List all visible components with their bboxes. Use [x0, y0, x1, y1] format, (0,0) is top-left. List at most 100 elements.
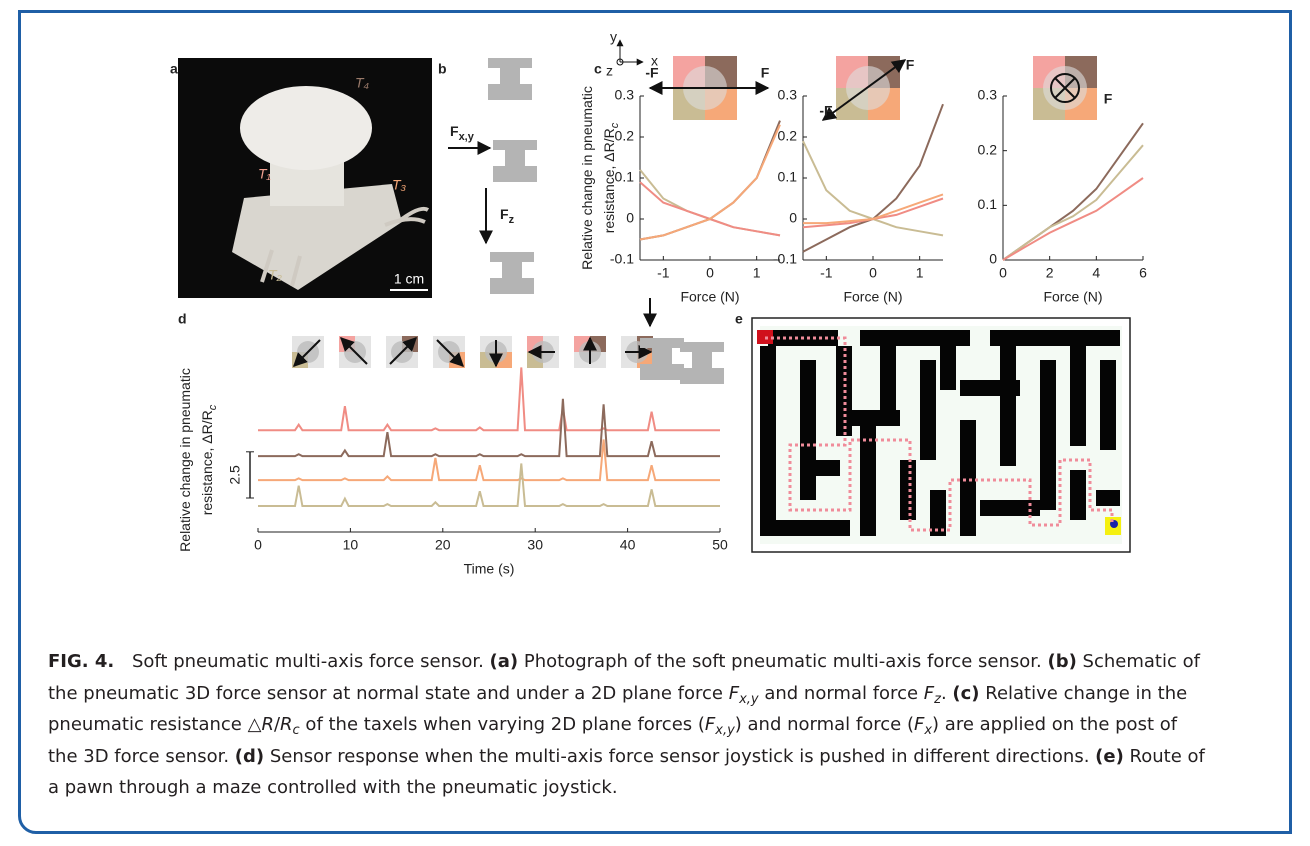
x-tick-label: 20 — [435, 537, 451, 553]
caption-run: F — [729, 683, 739, 704]
maze-wall — [880, 346, 896, 416]
y-tick-label: 0.3 — [978, 87, 998, 103]
force-label: Fx,y — [450, 123, 475, 143]
caption-run: z — [934, 692, 941, 707]
x-tick-label: 1 — [916, 265, 924, 281]
x-tick-label: -1 — [657, 265, 670, 281]
x-tick-label: 2 — [1046, 265, 1054, 281]
panel-label: d — [178, 311, 187, 327]
x-tick-label: 0 — [254, 537, 262, 553]
force-label: -F — [645, 65, 659, 81]
y-tick-label: 0.2 — [978, 141, 998, 157]
x-tick-label: 1 — [753, 265, 761, 281]
force-label: F — [906, 57, 915, 73]
coord-label: z — [606, 63, 613, 79]
scale-bar-label: 1 cm — [394, 271, 424, 287]
series-line — [640, 125, 780, 240]
caption-run: R — [261, 714, 274, 735]
x-tick-label: 30 — [527, 537, 543, 553]
y-tick-label: 0.1 — [778, 169, 798, 185]
caption-run: ) and normal force ( — [735, 714, 914, 735]
maze-wall — [940, 330, 956, 390]
y-tick-label: 0.2 — [778, 128, 798, 144]
force-label: F — [1104, 91, 1113, 107]
caption-run: of the taxels when varying 2D plane forc… — [300, 714, 705, 735]
maze-wall — [900, 460, 916, 520]
caption-run: Photograph of the soft pneumatic multi-a… — [518, 651, 1047, 672]
caption-run: (c) — [952, 683, 979, 704]
maze-wall — [800, 360, 816, 500]
series-line — [803, 194, 943, 223]
caption-run: F — [705, 714, 715, 735]
panel-label: c — [594, 61, 602, 77]
post-shear — [493, 140, 537, 182]
taxel-label: T₄ — [355, 75, 370, 91]
ylabel-text: resistance, ΔR/R — [199, 410, 215, 515]
series-line — [1003, 178, 1143, 260]
series-line — [640, 182, 780, 235]
post-normal — [488, 58, 532, 100]
y-tick-label: -0.1 — [773, 251, 797, 267]
series-line — [803, 141, 943, 235]
series-line — [640, 121, 780, 240]
force-label: -F — [819, 103, 833, 119]
panel-label: b — [438, 61, 447, 77]
ylabel-text: Relative change in pneumatic — [177, 368, 193, 552]
caption-run: F — [914, 714, 924, 735]
caption-run: c — [293, 723, 300, 738]
caption-run: . — [941, 683, 952, 704]
caption-run: Sensor response when the multi-axis forc… — [264, 746, 1095, 767]
y-tick-label: 0 — [989, 251, 997, 267]
x-tick-label: 6 — [1139, 265, 1147, 281]
y-tick-label: 0.3 — [778, 87, 798, 103]
maze-wall — [1070, 346, 1086, 446]
series-line — [803, 104, 943, 252]
scale-bar-label: 2.5 — [227, 465, 243, 485]
x-axis-label: Force (N) — [1043, 289, 1102, 305]
caption: FIG. 4. Soft pneumatic multi-axis force … — [48, 646, 1208, 804]
maze-wall — [860, 426, 876, 536]
series-line — [258, 399, 720, 456]
caption-run: Soft pneumatic multi-axis force sensor. — [126, 651, 489, 672]
x-axis-label: Force (N) — [680, 289, 739, 305]
panel-label: a — [170, 61, 178, 77]
x-tick-label: -1 — [820, 265, 833, 281]
caption-run: (e) — [1095, 746, 1124, 767]
maze-wall — [990, 330, 1120, 346]
caption-run: and normal force — [759, 683, 924, 704]
force-label: F — [761, 65, 770, 81]
y-tick-label: 0 — [789, 210, 797, 226]
maze-wall — [760, 346, 776, 536]
x-tick-label: 0 — [706, 265, 714, 281]
maze-wall — [1100, 360, 1116, 450]
maze-wall — [960, 420, 976, 536]
caption-run: F — [924, 683, 934, 704]
maze-wall — [1096, 490, 1120, 506]
caption-run: R — [280, 714, 293, 735]
maze-wall — [1070, 470, 1086, 520]
y-tick-label: 0.2 — [615, 128, 635, 144]
maze-wall — [980, 500, 1040, 516]
taxel-label: T₂ — [268, 267, 283, 283]
caption-run: (a) — [490, 651, 519, 672]
force-subscript: x,y — [459, 131, 475, 143]
sensor-cap — [240, 86, 372, 170]
y-axis-label: resistance, ΔR/Rc — [199, 404, 219, 515]
y-tick-label: 0.1 — [978, 196, 998, 212]
caption-run: x,y — [739, 692, 759, 707]
caption-run: (b) — [1047, 651, 1076, 672]
panel-label: e — [735, 311, 743, 327]
series-line — [1003, 145, 1143, 260]
x-axis-label: Force (N) — [843, 289, 902, 305]
maze-wall — [840, 410, 900, 426]
maze-wall — [920, 360, 936, 460]
coord-label: y — [610, 29, 617, 45]
y-tick-label: 0.3 — [615, 87, 635, 103]
y-axis-label: Relative change in pneumatic — [177, 368, 193, 552]
y-axis-label: Relative change in pneumatic — [579, 86, 595, 270]
maze-wall — [760, 520, 850, 536]
caption-run: x,y — [715, 723, 735, 738]
x-tick-label: 0 — [999, 265, 1007, 281]
caption-run: FIG. 4. — [48, 651, 114, 672]
caption-run: x — [924, 723, 932, 738]
